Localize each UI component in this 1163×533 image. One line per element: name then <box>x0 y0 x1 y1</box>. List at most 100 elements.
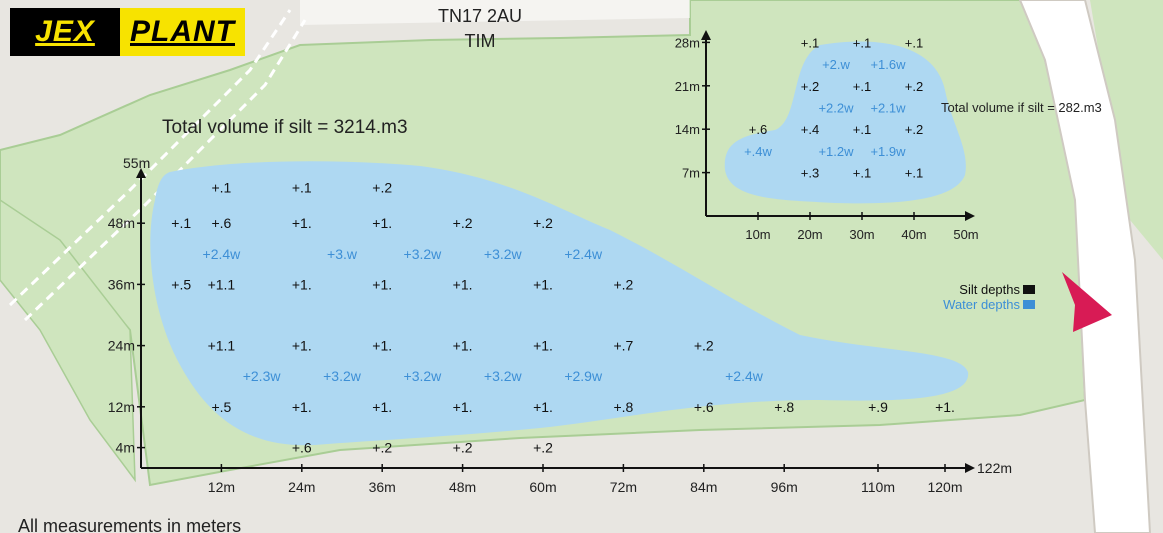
large-pond-axes: 122m 55m 12m 24m 36m 48m 60m 72m 84m 96m 110m 120m 4… <box>108 155 1012 495</box>
large-pond-silt-depth: +1. <box>292 276 312 292</box>
small-pond-water-depth: +2.2w <box>818 101 854 116</box>
large-pond-x-tick-label: 36m <box>369 479 396 495</box>
large-pond-silt-depth: +.2 <box>533 440 553 456</box>
small-pond-y-tick-label: 28m <box>675 35 700 50</box>
large-pond-silt-depth: +.2 <box>613 276 633 292</box>
large-pond-silt-depth: +1. <box>292 215 312 231</box>
large-pond-measurements: +.1 +.1 +.2 +.1 +.6 +1. +1. +.2 +.2 +.5 +1.1 +1. +1.… <box>171 180 955 456</box>
small-pond-water-depth: +2.w <box>822 57 850 72</box>
large-pond-water-depth: +3.2w <box>404 368 443 384</box>
large-pond-silt-depth: +1. <box>372 276 392 292</box>
legend-silt-label: Silt depths <box>959 282 1020 297</box>
large-pond-x-tick-label: 48m <box>449 479 476 495</box>
brand-part-1: JEX <box>35 15 95 48</box>
large-pond-silt-depth: +1. <box>453 338 473 354</box>
top-road <box>300 0 690 25</box>
owner-label: TIM <box>464 31 496 51</box>
large-pond-silt-depth: +1. <box>453 399 473 415</box>
small-pond-silt-depth: +.1 <box>801 35 819 50</box>
large-pond-volume: Total volume if silt = 3214.m3 <box>162 117 408 138</box>
large-pond-y-tick-label: 4m <box>116 440 135 456</box>
small-pond-silt-depth: +.2 <box>905 122 923 137</box>
large-pond-silt-depth: +1. <box>292 338 312 354</box>
large-pond-silt-depth: +.1 <box>211 180 231 196</box>
legend-silt: Silt depths <box>860 282 1035 297</box>
small-pond-silt-depth: +.3 <box>801 166 819 181</box>
large-pond-silt-depth: +.7 <box>613 338 633 354</box>
large-pond-x-tick-label: 110m <box>861 479 895 495</box>
large-pond-x-tick-label: 120m <box>927 479 962 495</box>
small-pond-silt-depth: +.1 <box>853 35 871 50</box>
legend-water-swatch <box>1023 300 1035 309</box>
small-pond-x-tick-label: 20m <box>797 227 822 242</box>
small-pond-x-tick-label: 40m <box>901 227 926 242</box>
large-pond-silt-depth: +.2 <box>694 338 714 354</box>
legend-water: Water depths <box>860 297 1035 312</box>
large-pond-silt-depth: +1. <box>292 399 312 415</box>
large-pond-water-depth: +2.4w <box>203 246 242 262</box>
large-pond-water-depth: +2.3w <box>243 368 282 384</box>
small-pond-water-depth: +1.2w <box>818 144 854 159</box>
large-pond-silt-depth: +.6 <box>292 440 312 456</box>
large-pond-silt-depth: +.9 <box>868 399 888 415</box>
large-pond-x-tick-label: 24m <box>288 479 315 495</box>
small-pond-silt-depth: +.2 <box>905 79 923 94</box>
large-pond-water-depth: +3.2w <box>484 246 523 262</box>
small-pond-measurements: +.1 +.1 +.1+.2 +.1 +.2+.6 +.4 +.1 +.2+.3 +.1 +.1+… <box>744 35 923 180</box>
small-pond-volume: Total volume if silt = 282.m3 <box>941 100 1102 115</box>
large-pond-silt-depth: +1. <box>372 215 392 231</box>
small-pond-x-tick-label: 10m <box>745 227 770 242</box>
footpath <box>8 9 307 322</box>
large-pond-silt-depth: +1. <box>372 399 392 415</box>
legend-water-label: Water depths <box>943 297 1020 312</box>
brand-logo: JEX PLANT <box>10 8 245 56</box>
legend-silt-swatch <box>1023 285 1035 294</box>
large-pond-silt-depth: +.2 <box>372 180 392 196</box>
large-pond-silt-depth: +.2 <box>533 215 553 231</box>
large-pond-y-tick-label: 24m <box>108 338 135 354</box>
small-pond-water-depth: +.4w <box>744 144 772 159</box>
large-pond-x-arrow <box>965 463 975 473</box>
large-pond-silt-depth: +.5 <box>171 276 191 292</box>
small-pond-y-tick-label: 7m <box>682 166 700 181</box>
large-pond-y-tick-label: 48m <box>108 215 135 231</box>
large-pond-silt-depth: +.8 <box>613 399 633 415</box>
small-pond-water-depth: +2.1w <box>870 101 906 116</box>
small-pond-silt-depth: +.1 <box>853 166 871 181</box>
brand-part-2: PLANT <box>130 15 235 48</box>
large-pond-x-tick-label: 72m <box>610 479 637 495</box>
small-pond-silt-depth: +.1 <box>853 79 871 94</box>
small-pond-silt-depth: +.1 <box>905 35 923 50</box>
small-pond-x-arrow <box>965 211 975 221</box>
large-pond-y-arrow <box>136 168 146 178</box>
large-pond-x-tick-label: 60m <box>529 479 556 495</box>
small-pond-axes: 10m 20m 30m 40m 50m 7m 14m 21m 28m <box>675 30 979 242</box>
large-pond-water-depth: +3.w <box>327 246 358 262</box>
large-pond-x-tick-label: 96m <box>771 479 798 495</box>
large-pond-silt-depth: +.2 <box>453 440 473 456</box>
large-pond-silt-depth: +1.1 <box>208 338 236 354</box>
large-pond-silt-depth: +.8 <box>774 399 794 415</box>
large-pond-silt-depth: +.1 <box>292 180 312 196</box>
large-pond-water-depth: +2.9w <box>564 368 603 384</box>
units-note: All measurements in meters <box>18 516 242 533</box>
postcode-label: TN17 2AU <box>437 6 523 26</box>
small-pond-y-arrow <box>701 30 711 40</box>
small-pond-water-depth: +1.6w <box>870 57 906 72</box>
large-pond-water-depth: +2.4w <box>564 246 603 262</box>
small-pond-x-tick-label: 30m <box>849 227 874 242</box>
small-pond-silt-depth: +.2 <box>801 79 819 94</box>
large-pond-x-end-label: 122m <box>977 460 1012 476</box>
large-pond-water-depth: +3.2w <box>323 368 362 384</box>
large-pond-y-end-label: 55m <box>123 155 150 171</box>
large-pond-y-tick-label: 12m <box>108 399 135 415</box>
grass-right <box>1090 0 1163 260</box>
large-pond-water-depth: +3.2w <box>484 368 523 384</box>
large-pond-silt-depth: +.2 <box>372 440 392 456</box>
small-pond-water-depth: +1.9w <box>870 144 906 159</box>
large-pond-silt-depth: +1. <box>935 399 955 415</box>
small-pond-silt-depth: +.4 <box>801 122 819 137</box>
large-pond-silt-depth: +1. <box>453 276 473 292</box>
